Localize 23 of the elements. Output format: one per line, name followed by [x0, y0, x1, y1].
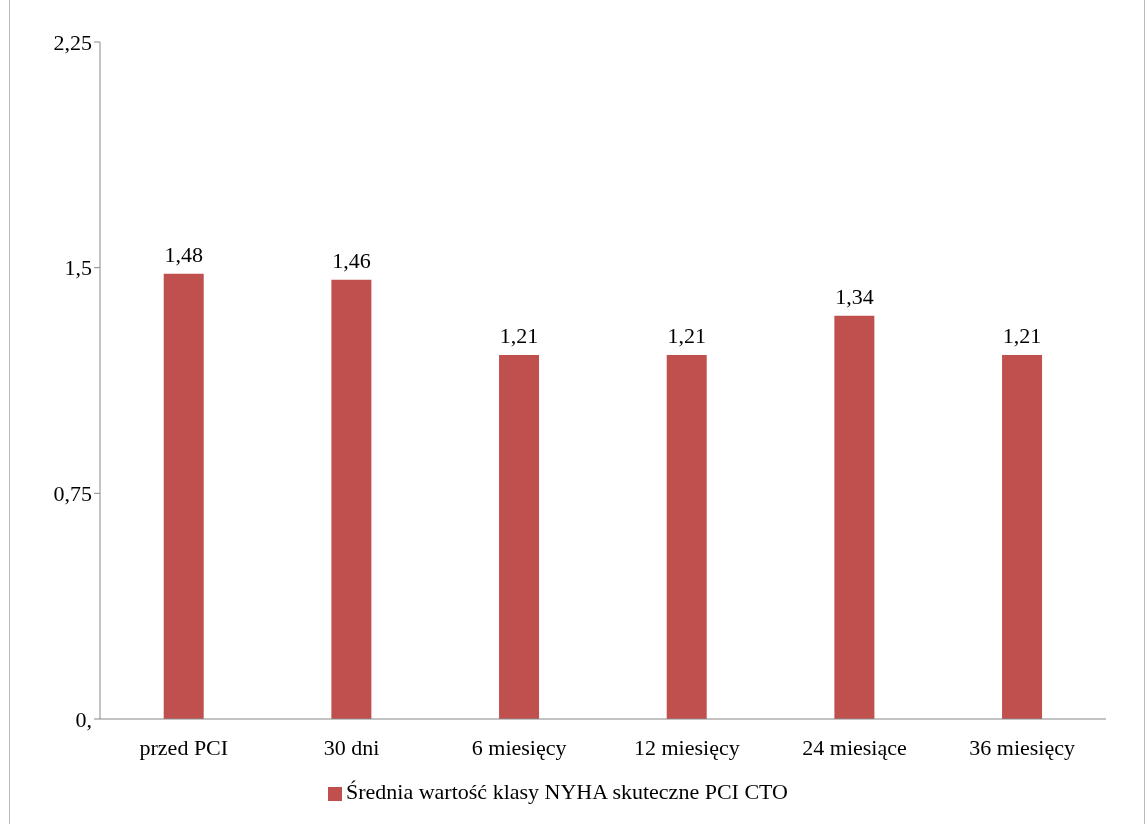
bar [331, 279, 372, 719]
y-tick-label: 2,25 [53, 29, 92, 55]
data-label: 1,21 [1002, 322, 1042, 348]
x-tick-label: 36 miesięcy [969, 734, 1076, 760]
data-label: 1,21 [499, 322, 539, 348]
data-label: 1,34 [835, 283, 874, 309]
bar [666, 354, 707, 719]
bar [1002, 354, 1043, 719]
data-label: 1,46 [332, 247, 371, 273]
x-tick-label: przed PCI [139, 734, 229, 760]
bar [163, 273, 204, 719]
y-tick-label: 0,75 [53, 481, 92, 507]
bar [499, 354, 540, 719]
y-tick-label: 0, [75, 706, 92, 732]
data-label: 1,48 [164, 241, 203, 267]
legend-label: Średnia wartość klasy NYHA skuteczne PCI CTO [346, 779, 788, 804]
data-label: 1,21 [667, 322, 706, 348]
x-tick-label: 12 miesięcy [633, 734, 740, 760]
bar [834, 315, 875, 719]
x-tick-label: 30 dni [323, 734, 380, 760]
y-tick-label: 1,5 [64, 255, 92, 281]
x-tick-label: 6 miesięcy [471, 734, 567, 760]
x-tick-label: 24 miesiące [802, 734, 907, 760]
